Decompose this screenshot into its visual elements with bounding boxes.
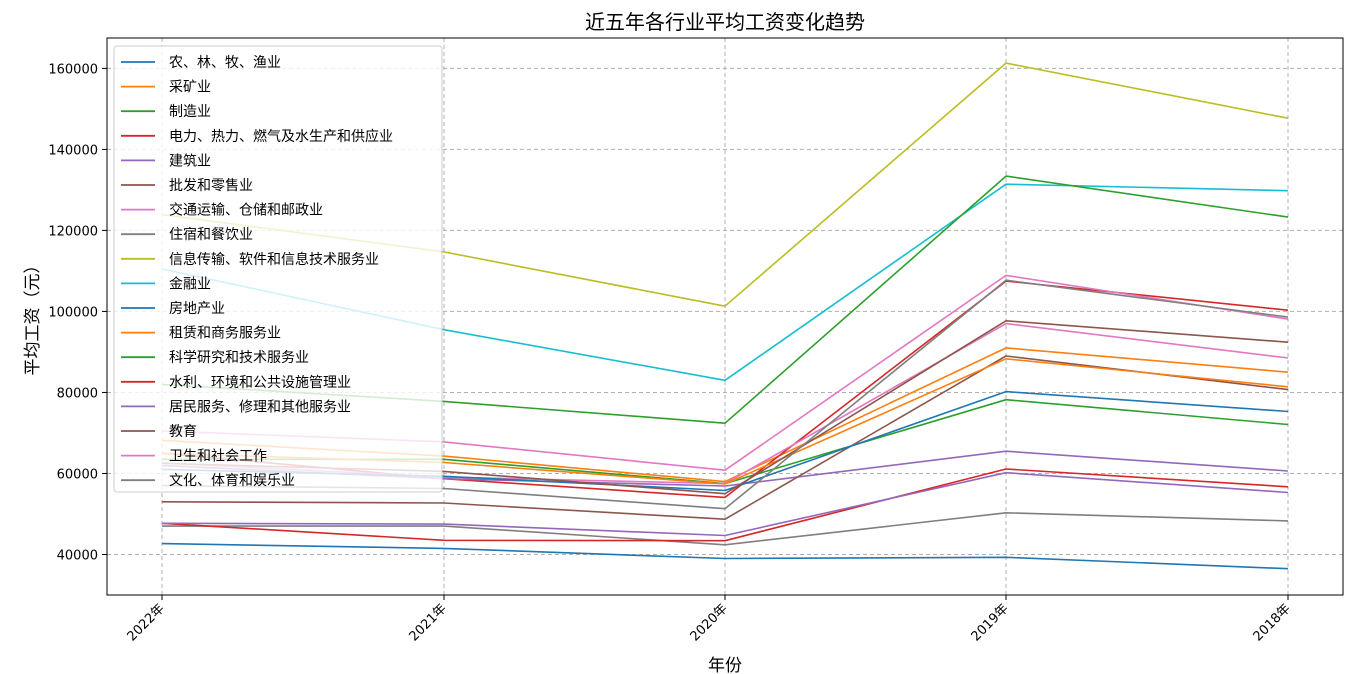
legend-label: 金融业 bbox=[169, 276, 211, 292]
y-tick-label: 160000 bbox=[48, 62, 98, 77]
legend-label: 采矿业 bbox=[169, 80, 211, 96]
y-axis-title: 平均工资（元） bbox=[23, 257, 43, 376]
legend: 农、林、牧、渔业采矿业制造业电力、热力、燃气及水生产和供应业建筑业批发和零售业交… bbox=[113, 45, 443, 493]
y-tick-label: 40000 bbox=[57, 548, 98, 563]
series-line bbox=[161, 468, 1289, 542]
legend-label: 水利、环境和公共设施管理业 bbox=[169, 375, 351, 391]
legend-label: 卫生和社会工作 bbox=[169, 449, 267, 465]
y-tick-label: 80000 bbox=[57, 386, 98, 401]
series-line bbox=[161, 471, 1289, 537]
legend-label: 居民服务、修理和其他服务业 bbox=[169, 399, 351, 415]
x-axis-title: 年份 bbox=[708, 656, 742, 674]
legend-frame bbox=[113, 45, 443, 493]
legend-label: 建筑业 bbox=[169, 153, 211, 169]
legend-label: 科学研究和技术服务业 bbox=[169, 350, 309, 366]
legend-label: 电力、热力、燃气及水生产和供应业 bbox=[169, 128, 393, 145]
series-line bbox=[161, 355, 1289, 521]
y-tick-label: 140000 bbox=[48, 143, 98, 158]
legend-label: 交通运输、仓储和邮政业 bbox=[169, 202, 323, 219]
y-tick-label: 60000 bbox=[57, 467, 98, 482]
series-line bbox=[162, 511, 1289, 546]
legend-label: 教育 bbox=[169, 424, 197, 440]
y-tick-label: 120000 bbox=[48, 224, 98, 239]
legend-label: 农、林、牧、渔业 bbox=[169, 55, 281, 71]
legend-label: 信息传输、软件和信息技术服务业 bbox=[169, 251, 379, 268]
y-tick-label: 100000 bbox=[48, 305, 98, 320]
chart-title: 近五年各行业平均工资变化趋势 bbox=[585, 10, 865, 34]
legend-label: 房地产业 bbox=[169, 301, 225, 317]
legend-label: 制造业 bbox=[169, 104, 211, 120]
y-axis-ticks: 40000 60000 80000 100000 120000 140000 160000 bbox=[48, 62, 107, 563]
series-line bbox=[161, 542, 1289, 570]
legend-label: 批发和零售业 bbox=[169, 178, 253, 194]
legend-label: 住宿和餐饮业 bbox=[169, 226, 253, 243]
legend-label: 租赁和商务服务业 bbox=[169, 326, 281, 342]
legend-label: 文化、体育和娱乐业 bbox=[169, 473, 295, 489]
